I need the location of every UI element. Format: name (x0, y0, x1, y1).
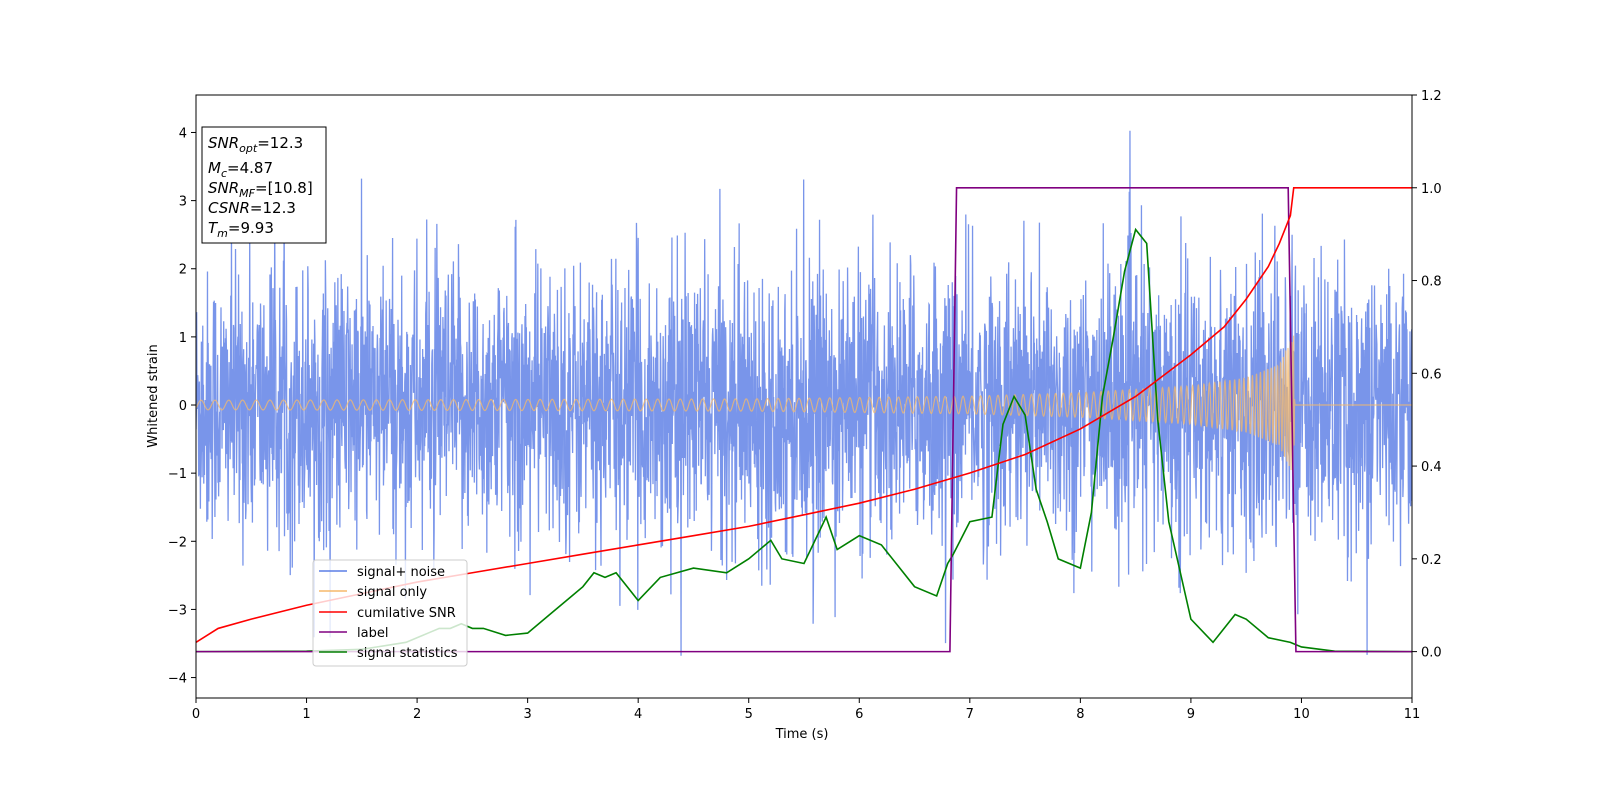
x-tick-label: 0 (192, 707, 200, 722)
legend-item-cumilative-snr: cumilative SNR (319, 606, 456, 621)
svg-text:signal+ noise: signal+ noise (357, 565, 445, 580)
y-tick-label: 0 (179, 399, 187, 414)
y-tick-label: 2 (179, 263, 187, 278)
y-axis-label: Whitened strain (146, 344, 161, 447)
x-axis-label: Time (s) (775, 727, 829, 742)
x-tick-label: 6 (855, 707, 863, 722)
svg-text:label: label (357, 626, 388, 641)
y-tick-label: −1 (168, 467, 187, 482)
y-tick-label: −3 (168, 603, 187, 618)
x-tick-label: 8 (1076, 707, 1084, 722)
x-tick-label: 11 (1404, 707, 1421, 722)
signal-statistics-line (196, 227, 1412, 653)
annotation-snr-mf: SNRMF=[10.8] (208, 179, 313, 200)
y2-tick-label: 0.6 (1421, 367, 1442, 382)
x-tick-label: 2 (413, 707, 421, 722)
y-tick-label: −4 (168, 672, 187, 687)
plot-frame (195, 94, 1413, 699)
annotation-tm: Tm=9.93 (208, 219, 274, 240)
legend: signal+ noise signal only cumilative SNR… (312, 559, 468, 667)
y-tick-label: 3 (179, 195, 187, 210)
legend-item-signal-noise: signal+ noise (319, 565, 445, 580)
annotation-csnr: CSNR=12.3 (208, 199, 296, 217)
y-tick-label: −2 (168, 535, 187, 550)
y-axis-right: 0.0 0.2 0.4 0.6 0.8 1.0 1.2 (1412, 89, 1442, 661)
y-tick-label: 4 (179, 126, 187, 141)
x-tick-label: 9 (1187, 707, 1195, 722)
x-tick-label: 3 (523, 707, 531, 722)
x-tick-label: 10 (1293, 707, 1310, 722)
annotation-box: SNRopt=12.3 Mc=4.87 SNRMF=[10.8] CSNR=12… (201, 126, 327, 244)
label-line (196, 186, 1412, 653)
series-signal-noise (196, 130, 1412, 656)
y2-tick-label: 0.4 (1421, 460, 1442, 475)
signal-noise-line (196, 130, 1412, 656)
y2-tick-label: 0.0 (1421, 646, 1442, 661)
svg-text:signal statistics: signal statistics (357, 646, 458, 661)
x-tick-label: 4 (634, 707, 642, 722)
legend-item-signal-statistics: signal statistics (319, 646, 458, 661)
svg-text:signal only: signal only (357, 585, 427, 600)
annotation-mc: Mc=4.87 (208, 159, 273, 180)
y2-tick-label: 0.8 (1421, 275, 1442, 290)
legend-item-signal-only: signal only (319, 585, 427, 600)
y2-tick-label: 1.0 (1421, 182, 1442, 197)
series-signal-only (196, 335, 1412, 473)
y-tick-label: 1 (179, 331, 187, 346)
x-tick-label: 7 (966, 707, 974, 722)
signal-only-line (196, 335, 1412, 473)
y2-tick-label: 0.2 (1421, 553, 1442, 568)
annotation-snr-opt: SNRopt=12.3 (208, 134, 303, 155)
x-tick-label: 1 (302, 707, 310, 722)
legend-item-label: label (319, 626, 388, 641)
y2-tick-label: 1.2 (1421, 89, 1442, 104)
x-tick-label: 5 (745, 707, 753, 722)
x-axis: 0 1 2 3 4 5 6 7 8 9 10 11 (192, 698, 1420, 722)
y-axis-left: −4 −3 −2 −1 0 1 2 3 4 (168, 126, 196, 687)
svg-text:cumilative SNR: cumilative SNR (357, 606, 456, 621)
